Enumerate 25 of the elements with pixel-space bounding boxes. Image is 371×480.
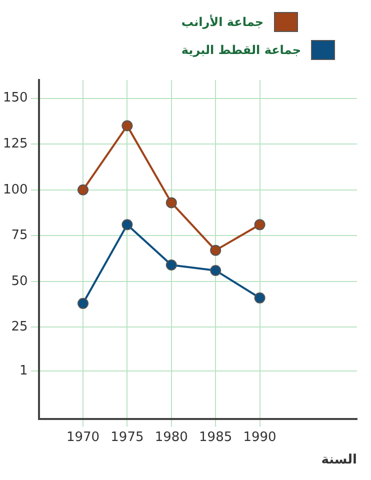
y-tick-label: 100 [2, 182, 28, 198]
point [122, 120, 133, 132]
y-tick-label: 1 [20, 364, 28, 379]
point [210, 264, 222, 276]
x-tick-label: 1990 [243, 430, 276, 445]
point [254, 219, 266, 230]
y-tick-label: 75 [11, 228, 28, 244]
x-tick-label: 1980 [154, 430, 188, 445]
x-axis-title: السنة [321, 452, 357, 468]
legend-label: جماعة الأرانب [181, 15, 264, 29]
y-tick-label: 25 [11, 320, 28, 335]
y-tick-label: 150 [2, 90, 28, 106]
point [122, 219, 133, 230]
point [166, 259, 177, 270]
x-tick-label: 1985 [199, 430, 232, 445]
legend-label: جماعة القطط البرية [181, 43, 301, 57]
x-tick-label: 1975 [110, 430, 144, 445]
y-tick-label: 125 [2, 136, 28, 152]
point [166, 197, 177, 208]
point [254, 292, 266, 304]
point [78, 298, 89, 309]
x-tick-label: 1970 [66, 430, 100, 445]
y-tick-label: 50 [11, 274, 28, 289]
point [78, 184, 89, 196]
point [210, 244, 222, 256]
